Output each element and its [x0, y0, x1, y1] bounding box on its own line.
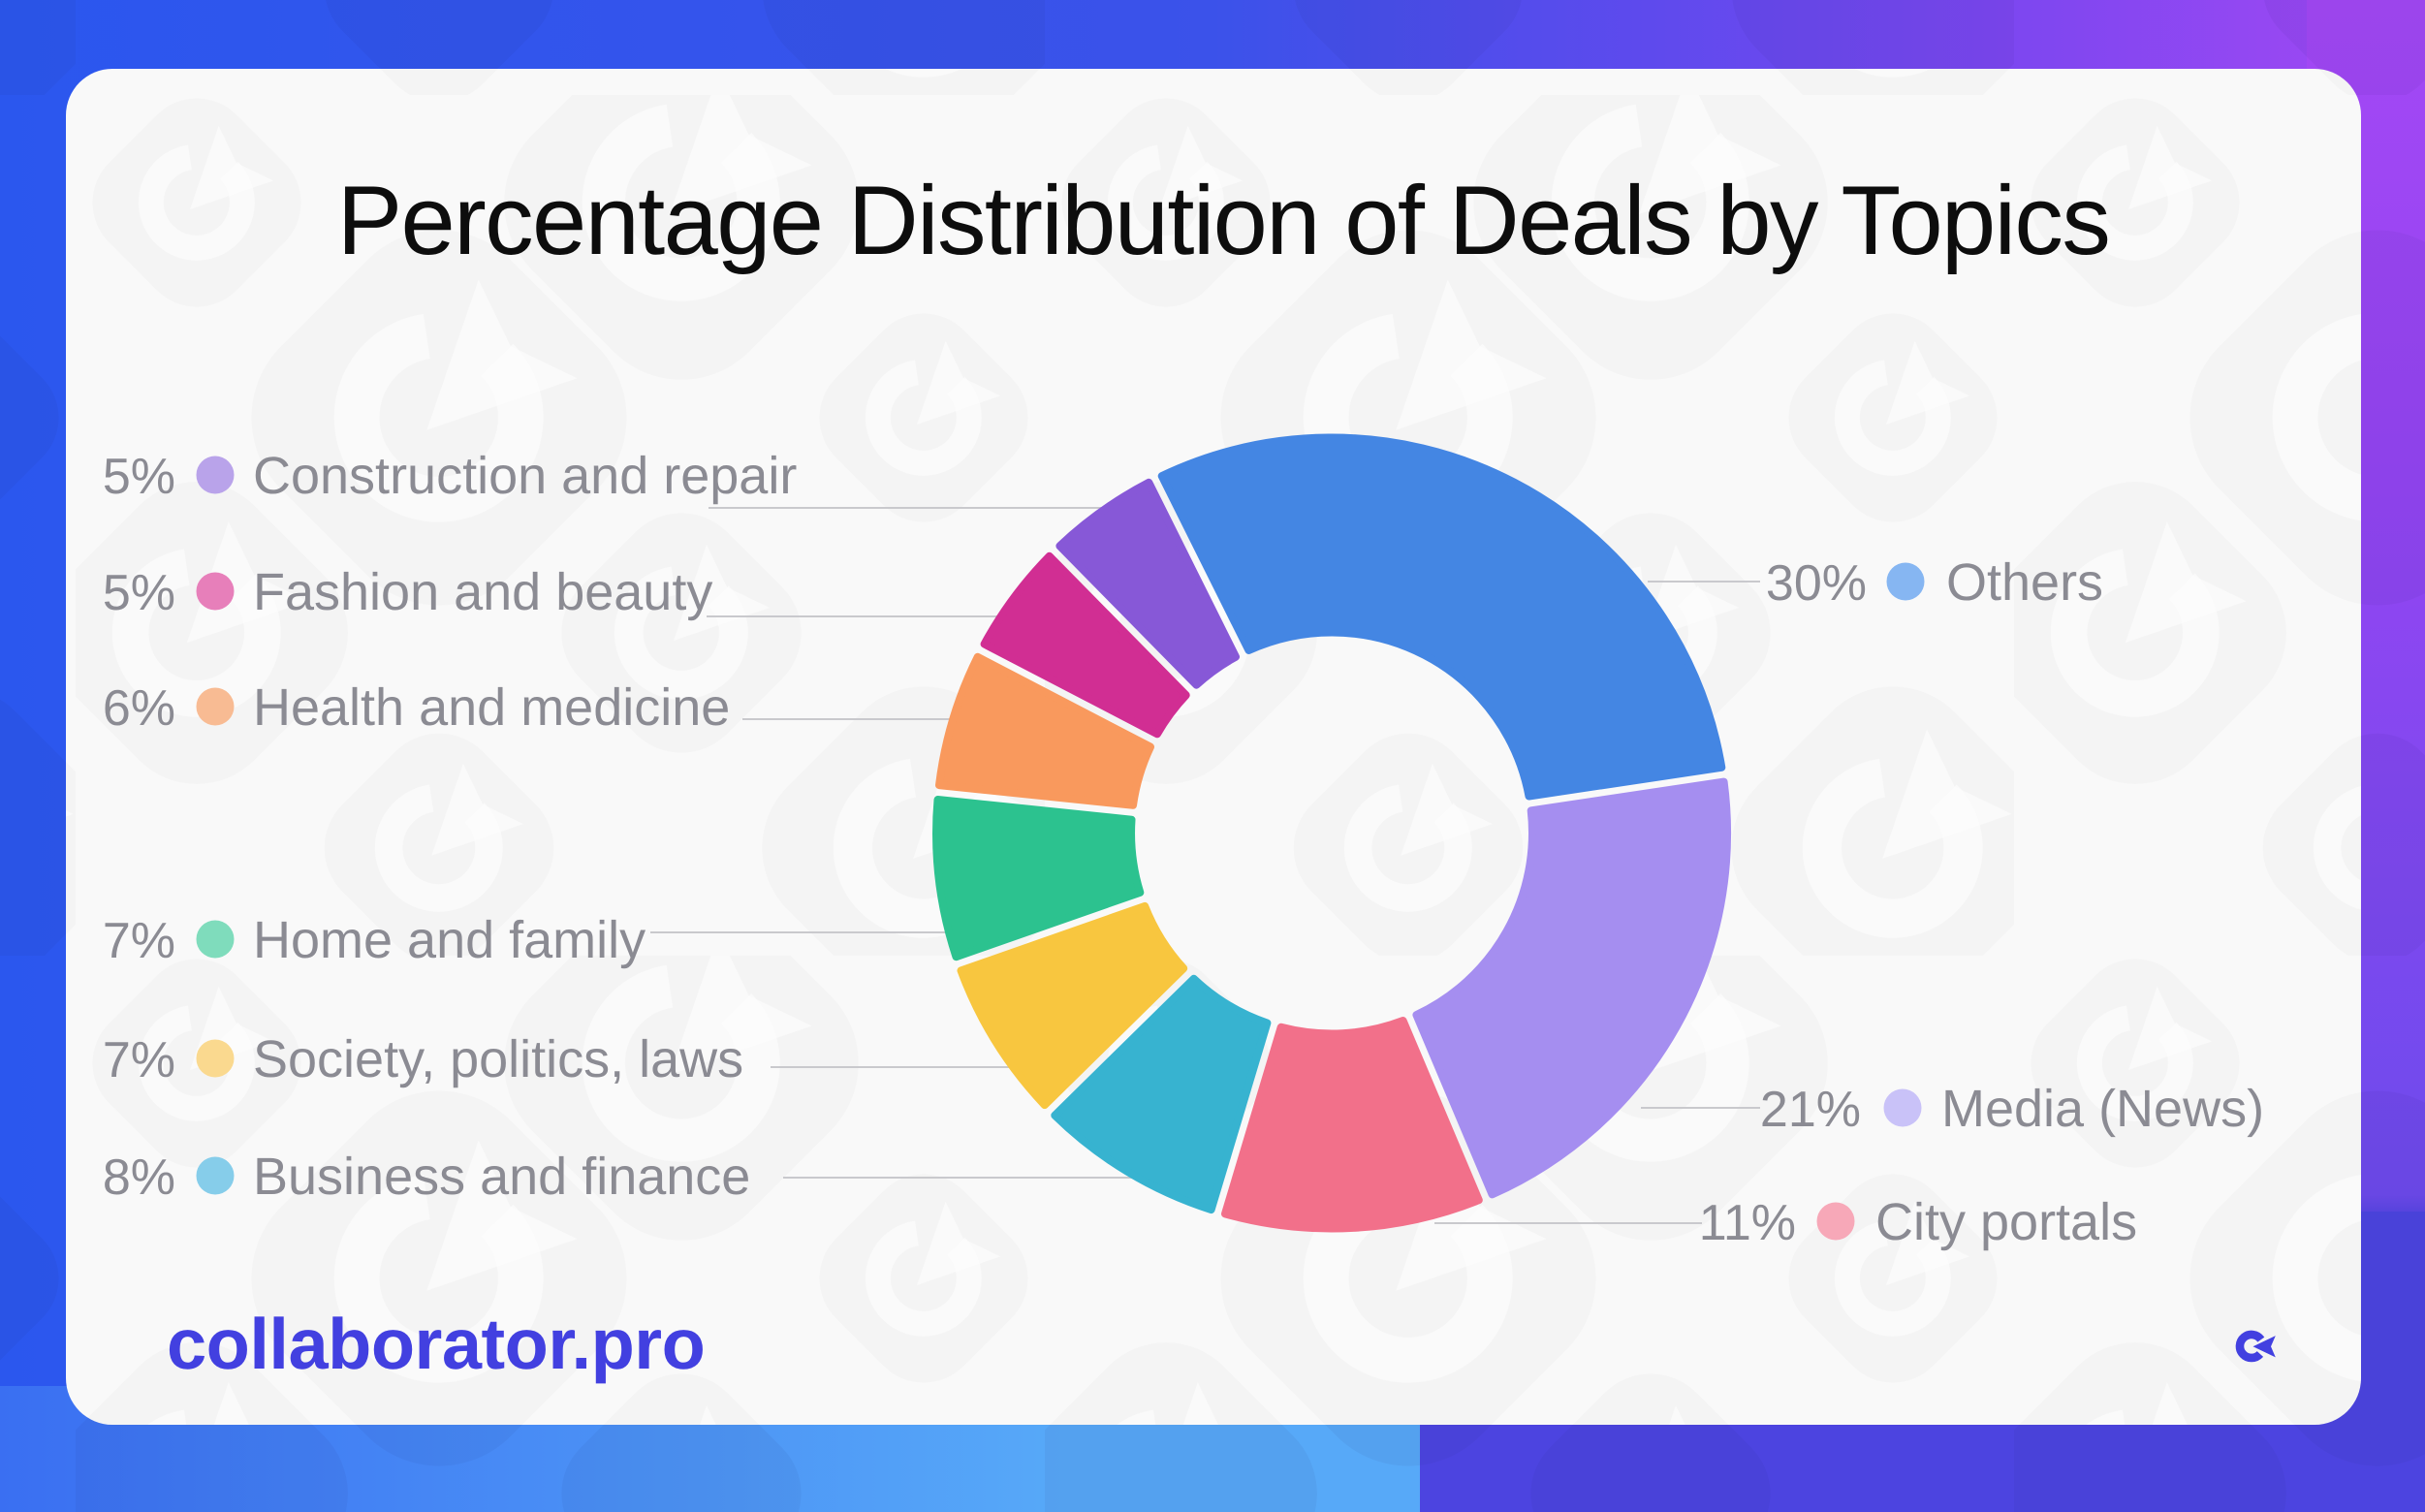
svg-text:5%: 5% [103, 449, 175, 505]
svg-text:30%: 30% [1766, 555, 1867, 612]
svg-text:7%: 7% [103, 1032, 175, 1088]
svg-text:Construction and repair: Construction and repair [253, 447, 797, 505]
svg-text:Media (News): Media (News) [1941, 1080, 2264, 1138]
svg-text:Health and medicine: Health and medicine [253, 678, 730, 737]
svg-text:Society, politics, laws: Society, politics, laws [253, 1030, 743, 1088]
svg-text:8%: 8% [103, 1150, 175, 1206]
svg-text:City portals: City portals [1875, 1193, 2137, 1251]
svg-text:Percentage Distribution of Dea: Percentage Distribution of Deals by Topi… [337, 167, 2109, 275]
svg-text:collaborator.pro: collaborator.pro [167, 1304, 705, 1384]
svg-text:7%: 7% [103, 913, 175, 969]
svg-text:Home and family: Home and family [253, 911, 646, 969]
svg-text:Business and finance: Business and finance [253, 1148, 750, 1206]
svg-text:Others: Others [1946, 553, 2103, 612]
svg-text:5%: 5% [103, 565, 175, 621]
svg-text:21%: 21% [1760, 1082, 1861, 1138]
svg-text:11%: 11% [1699, 1195, 1796, 1251]
svg-text:6%: 6% [103, 680, 175, 737]
svg-text:Fashion and beauty: Fashion and beauty [253, 563, 712, 621]
